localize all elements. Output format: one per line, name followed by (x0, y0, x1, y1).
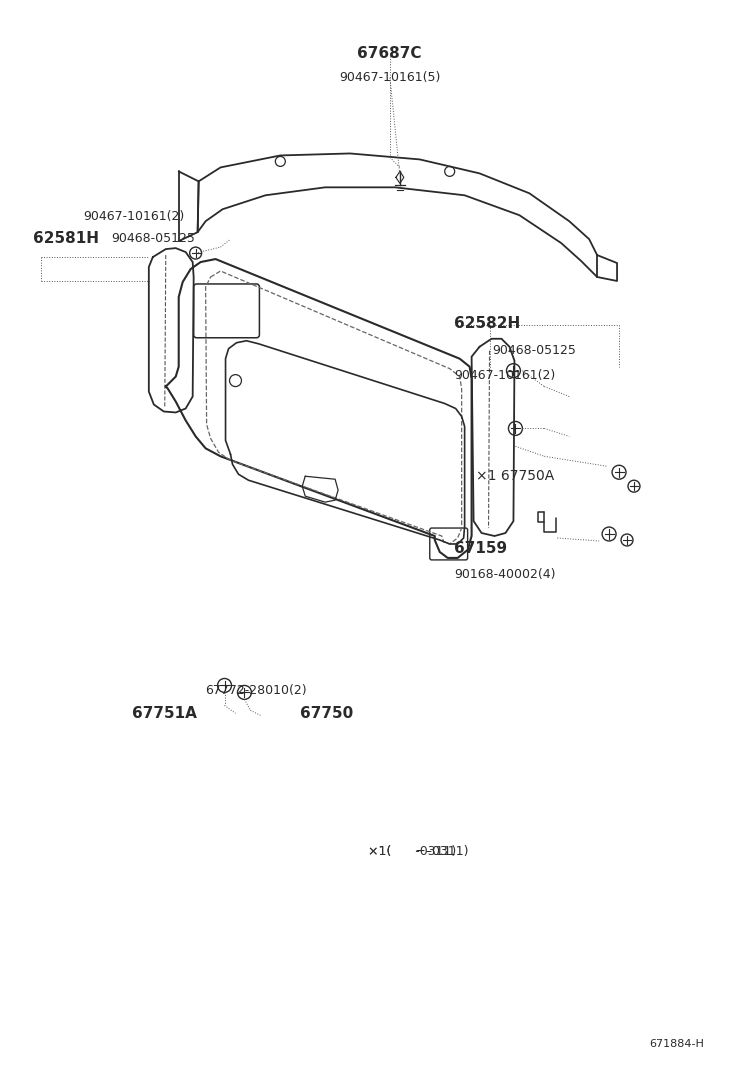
Text: 90168-40002(4): 90168-40002(4) (454, 568, 556, 581)
Text: 62582H: 62582H (454, 316, 520, 331)
Text: 67772-28010(2): 67772-28010(2) (205, 683, 306, 697)
Text: 90467-10161(2): 90467-10161(2) (83, 210, 184, 223)
Text: 671884-H: 671884-H (650, 1039, 704, 1049)
Text: 67751A: 67751A (132, 706, 196, 721)
Text: 67687C: 67687C (357, 46, 422, 61)
Text: 67750: 67750 (300, 706, 354, 721)
Text: 90467-10161(2): 90467-10161(2) (454, 369, 555, 382)
Text: 90468-05125: 90468-05125 (111, 232, 195, 245)
Text: ×1 67750A: ×1 67750A (476, 469, 554, 483)
Text: 67159: 67159 (454, 541, 507, 556)
Text: ×1(      −–0311): ×1( −–0311) (368, 845, 468, 858)
Text: ×1(      -0311): ×1( -0311) (368, 845, 456, 858)
Text: 90468-05125: 90468-05125 (492, 344, 576, 357)
Text: 90467-10161(5): 90467-10161(5) (339, 71, 440, 84)
Text: 62581H: 62581H (33, 231, 99, 246)
